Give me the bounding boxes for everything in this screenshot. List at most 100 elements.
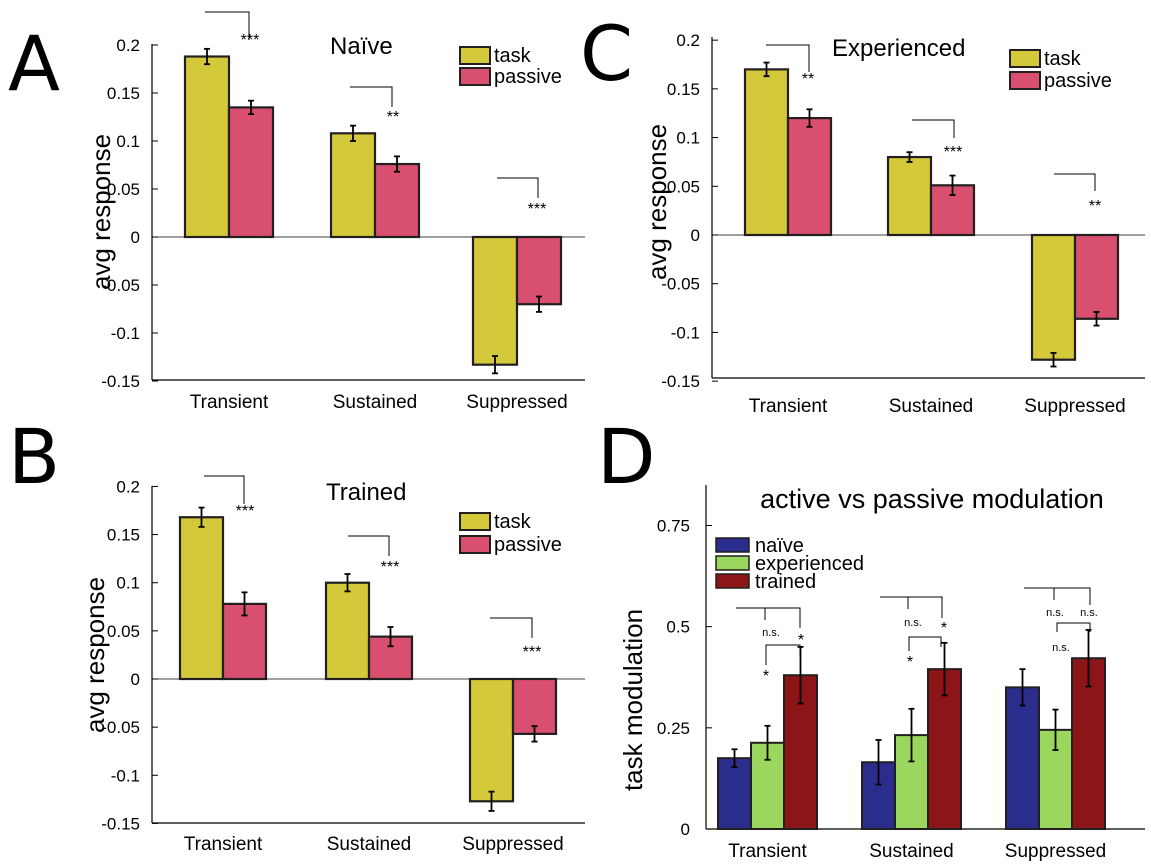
significance-marker: *** — [241, 32, 260, 49]
significance-marker: * — [763, 668, 769, 685]
y-tick-label: -0.05 — [101, 718, 140, 737]
significance-marker: n.s. — [762, 627, 780, 639]
panel-a-title: Naïve — [330, 33, 393, 60]
panel-letter-a: A — [8, 19, 60, 108]
panel-letter-b: B — [8, 412, 60, 501]
category-label: Sustained — [889, 396, 974, 417]
y-tick-label: 0.05 — [667, 177, 700, 196]
significance-bracket — [1056, 622, 1091, 632]
y-tick-label: 0.2 — [676, 31, 700, 50]
category-label: Sustained — [327, 834, 412, 855]
y-tick-label: -0.05 — [661, 275, 700, 294]
bar-0-transient — [717, 757, 752, 830]
significance-marker: ** — [802, 71, 814, 88]
category-label: Transient — [749, 396, 828, 417]
panel-b-plot: 0.2 0.15 0.1 0.05 0 -0.05 -0.1 -0.15 Transient **… — [101, 475, 585, 855]
significance-bracket — [912, 119, 955, 138]
significance-marker: n.s. — [904, 617, 922, 629]
y-tick-label: 0.1 — [116, 132, 140, 151]
panel-d-title: active vs passive modulation — [760, 484, 1104, 514]
y-tick-label: 0 — [131, 670, 140, 689]
legend-swatch-1 — [715, 555, 750, 571]
legend-label-passive: passive — [494, 66, 562, 88]
legend-swatch-task — [459, 46, 491, 65]
significance-bracket — [1054, 173, 1096, 191]
bar-task-suppressed — [1030, 233, 1077, 361]
y-tick-label: -0.15 — [101, 372, 140, 391]
legend-label-task: task — [494, 511, 532, 533]
legend-swatch-task — [459, 512, 491, 531]
significance-bracket — [204, 475, 245, 504]
legend-label-2: trained — [755, 571, 816, 593]
significance-bracket — [880, 596, 943, 618]
legend-swatch-task — [1009, 49, 1041, 68]
bar-task-sustained — [886, 155, 933, 237]
y-tick-label: 0.2 — [116, 477, 140, 496]
bar-passive-suppressed — [1073, 233, 1120, 320]
significance-marker: *** — [381, 559, 400, 576]
category-label: Transient — [190, 392, 269, 413]
y-tick-label: 0.2 — [116, 36, 140, 55]
y-tick-label: 0.1 — [676, 129, 700, 148]
bar-task-transient — [178, 516, 225, 681]
panel-b-ylabel: avg response — [80, 577, 110, 733]
significance-marker: *** — [236, 503, 255, 520]
panel-letter-d: D — [597, 412, 656, 501]
y-tick-label: 0.1 — [116, 574, 140, 593]
y-tick-label: 0 — [681, 820, 690, 839]
legend-label-task: task — [1044, 48, 1082, 70]
significance-marker: *** — [523, 644, 542, 661]
y-tick-label: 0.15 — [107, 84, 140, 103]
bar-passive-transient — [227, 106, 275, 239]
category-label: Suppressed — [462, 834, 563, 855]
significance-bracket — [490, 617, 533, 638]
bar-0-suppressed — [1005, 686, 1040, 831]
legend-swatch-passive — [459, 535, 491, 554]
significance-bracket — [350, 86, 393, 107]
significance-marker: * — [907, 654, 913, 671]
category-label: Suppressed — [1005, 841, 1106, 862]
bar-passive-sustained — [373, 162, 421, 239]
legend-swatch-passive — [1009, 71, 1041, 90]
significance-marker: ** — [1089, 198, 1101, 215]
panel-d-plot: 0.75 0.5 0.25 0 Transient Sustained Suppressed… — [657, 485, 1145, 862]
y-tick-label: -0.05 — [101, 276, 140, 295]
bar-task-transient — [183, 55, 231, 239]
y-tick-label: -0.1 — [111, 324, 140, 343]
category-label: Sustained — [869, 841, 954, 862]
significance-marker: n.s. — [1046, 607, 1064, 619]
panel-c: Experienced avg response 0.20.150.10.050… — [642, 31, 1145, 417]
significance-bracket — [765, 644, 801, 665]
legend-label-passive: passive — [1044, 70, 1112, 92]
panel-c-title: Experienced — [832, 35, 965, 62]
significance-bracket — [497, 177, 539, 198]
legend-label-task: task — [494, 45, 532, 67]
panel-letter-c: C — [580, 9, 633, 98]
significance-bracket — [348, 535, 390, 556]
y-tick-label: 0 — [691, 226, 700, 245]
y-tick-label: 0.75 — [657, 516, 690, 535]
bar-task-sustained — [324, 581, 371, 681]
significance-marker: ** — [387, 109, 399, 126]
bar-passive-transient — [786, 116, 833, 237]
panel-c-plot: 0.2 0.15 0.1 0.05 0 -0.05 -0.1 -0.15 Transient **… — [661, 31, 1145, 417]
significance-bracket — [908, 636, 942, 651]
panel-a-plot: 0.2 0.15 0.1 0.05 0 -0.05 -0.1 -0.15 Transient **… — [101, 11, 585, 413]
panel-a-ylabel: avg response — [86, 134, 116, 290]
panel-d-ylabel: task modulation — [618, 609, 648, 791]
panel-d: active vs passive modulation task modula… — [618, 484, 1145, 862]
legend-label-0: naïve — [755, 535, 804, 557]
category-label: Suppressed — [1024, 396, 1125, 417]
bar-task-suppressed — [468, 677, 515, 803]
y-tick-label: 0.25 — [657, 719, 690, 738]
significance-marker: * — [798, 632, 804, 649]
legend-swatch-0 — [715, 537, 750, 553]
y-tick-label: 0.5 — [666, 618, 690, 637]
legend-swatch-passive — [459, 67, 491, 86]
significance-bracket — [205, 11, 250, 40]
y-tick-label: 0 — [131, 228, 140, 247]
category-label: Suppressed — [466, 392, 567, 413]
panel-a: Naïve avg response 0.2 0.15 0.1 0.05 0 -0.05 -… — [86, 11, 585, 413]
legend-label-1: experienced — [755, 553, 864, 575]
significance-bracket — [766, 44, 810, 72]
